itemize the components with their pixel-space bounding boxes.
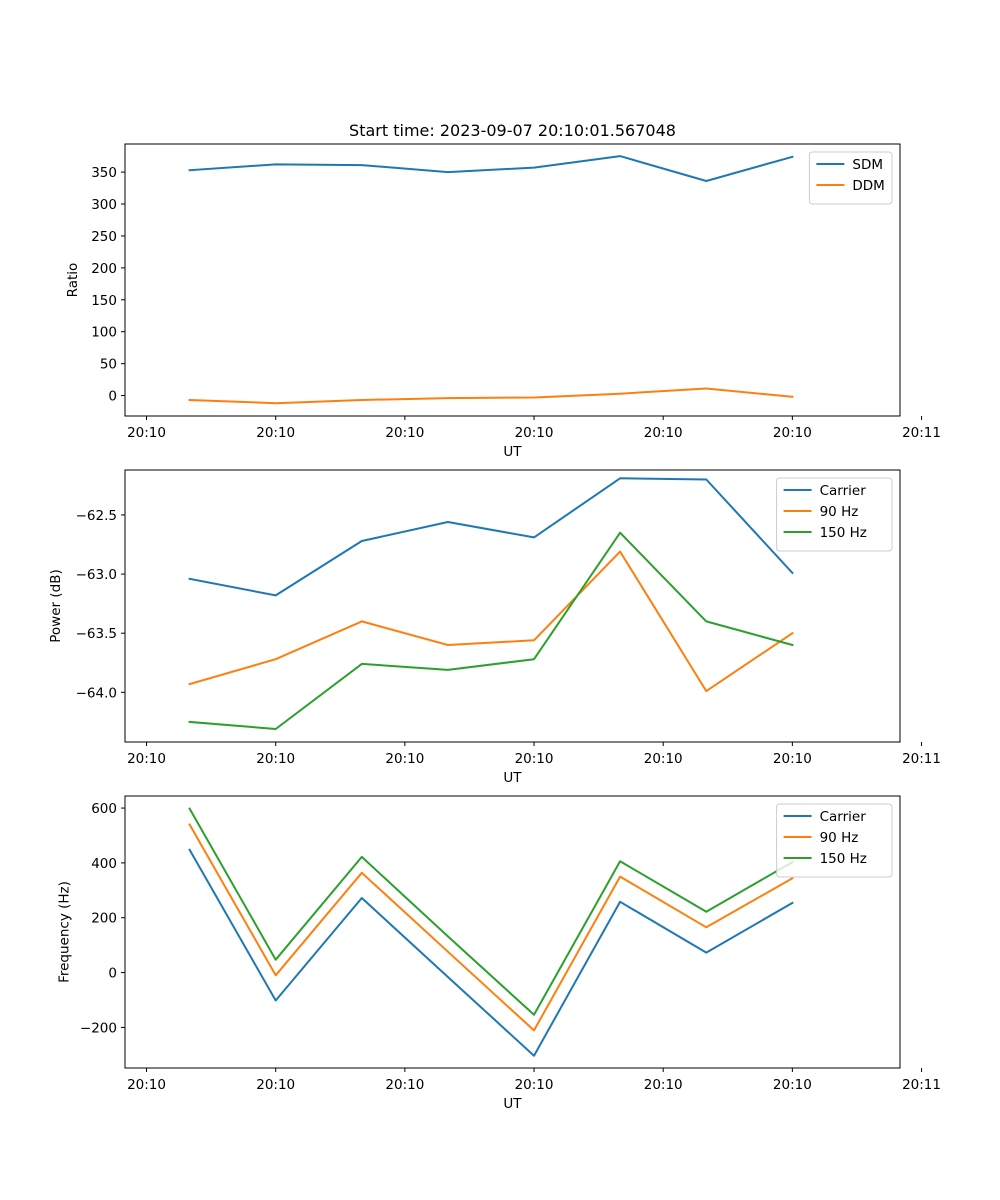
y-tick-label: −64.0 [76,685,117,701]
y-tick-label: 400 [91,856,117,872]
plot-area-frame [124,469,901,743]
series-line-sdm [188,155,794,182]
legend: SDM DDM [808,151,893,205]
legend: Carrier 90 Hz 150 Hz [776,477,893,552]
y-tick-label: −200 [80,1020,117,1036]
y-tick-label: −63.0 [76,567,117,583]
panels: 20:10 20:10 20:10 20:10 20:10 20:10 20:11 0 50 10… [48,143,941,1112]
x-tick-label: 20:10 [256,751,295,767]
x-axis-label: UT [503,1096,522,1112]
x-tick-label: 20:10 [515,1077,554,1093]
legend-label: Carrier [820,483,867,499]
series-line-carrier [188,477,794,597]
figure-title: Start time: 2023-09-07 20:10:01.567048 [349,121,676,140]
y-tick-label: 200 [91,261,117,277]
x-tick-label: 20:10 [385,425,424,441]
x-tick-label: 20:10 [515,751,554,767]
y-tick-label: 100 [91,325,117,341]
y-axis-label: Power (dB) [48,569,64,642]
x-tick-label: 20:10 [256,425,295,441]
legend: Carrier 90 Hz 150 Hz [776,803,893,878]
series-line-ddm [188,387,794,405]
x-tick-label: 20:10 [515,425,554,441]
legend-label: 150 Hz [820,851,867,867]
y-tick-label: 250 [91,229,117,245]
x-tick-label: 20:10 [385,1077,424,1093]
chart-panel-3: 20:10 20:10 20:10 20:10 20:10 20:10 20:11 −200 0… [57,795,941,1112]
x-tick-label: 20:10 [127,1077,166,1093]
series-line-carrier [188,848,794,1057]
y-tick-label: 50 [100,357,117,373]
series-line-150-hz [188,531,794,730]
x-tick-label: 20:10 [127,751,166,767]
y-tick-label: 0 [108,389,117,405]
plot-area-frame [124,795,901,1069]
y-tick-label: −62.5 [76,508,117,524]
chart-panel-2: 20:10 20:10 20:10 20:10 20:10 20:10 20:11 −64.0… [48,469,941,786]
x-tick-label: 20:10 [644,1077,683,1093]
x-tick-label: 20:10 [773,1077,812,1093]
y-axis-label: Frequency (Hz) [57,881,73,983]
x-axis-label: UT [503,444,522,460]
x-tick-label: 20:10 [385,751,424,767]
x-tick-label: 20:10 [256,1077,295,1093]
x-tick-label: 20:10 [773,425,812,441]
x-tick-label: 20:10 [644,425,683,441]
x-tick-label: 20:10 [127,425,166,441]
series-line-90-hz [188,823,794,1032]
x-tick-label: 20:10 [773,751,812,767]
y-tick-label: −63.5 [76,626,117,642]
x-tick-label: 20:11 [902,425,941,441]
chart-panel-1: 20:10 20:10 20:10 20:10 20:10 20:10 20:11 0 50 10… [65,143,941,460]
y-tick-label: 350 [91,165,117,181]
legend-label: Carrier [820,809,867,825]
y-tick-label: 300 [91,197,117,213]
y-tick-label: 150 [91,293,117,309]
legend-label: 90 Hz [820,504,859,520]
series-line-150-hz [188,807,794,1016]
y-tick-label: 600 [91,801,117,817]
y-axis-label: Ratio [65,263,81,298]
legend-label: 90 Hz [820,830,859,846]
x-axis-label: UT [503,770,522,786]
legend-label: SDM [852,157,883,173]
series-line-90-hz [188,550,794,693]
x-tick-label: 20:10 [644,751,683,767]
y-tick-label: 0 [108,966,117,982]
y-tick-label: 200 [91,911,117,927]
x-tick-label: 20:11 [902,1077,941,1093]
legend-label: 150 Hz [820,525,867,541]
plot-area-frame [124,143,901,417]
legend-label: DDM [852,178,884,194]
x-tick-label: 20:11 [902,751,941,767]
